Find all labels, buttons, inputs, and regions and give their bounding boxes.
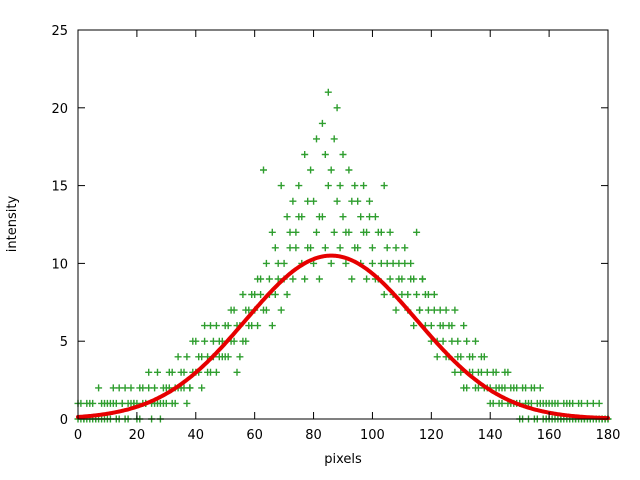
y-axis-ticks: 0 5 10 15 20 25 <box>51 24 608 428</box>
y-tick-label: 5 <box>60 335 68 350</box>
x-axis-ticks: 0 20 40 60 80 100 120 140 160 180 <box>74 30 621 443</box>
x-axis-label: pixels <box>324 452 362 467</box>
x-tick-label: 60 <box>246 428 263 443</box>
gaussian-fit-curve <box>76 253 610 421</box>
x-tick-label: 100 <box>360 428 385 443</box>
y-axis-label: intensity <box>5 196 20 253</box>
x-tick-label: 40 <box>188 428 205 443</box>
y-tick-label: 10 <box>51 257 68 272</box>
plot-layer: 0 20 40 60 80 100 120 140 160 180 0 5 10 15 20 25 <box>51 24 620 443</box>
y-tick-label: 0 <box>60 413 68 428</box>
y-tick-label: 25 <box>51 24 68 39</box>
y-tick-label: 20 <box>51 102 68 117</box>
x-tick-label: 80 <box>305 428 322 443</box>
plot-border <box>77 29 609 420</box>
x-tick-label: 0 <box>74 428 82 443</box>
x-tick-label: 140 <box>478 428 503 443</box>
x-tick-label: 20 <box>129 428 146 443</box>
x-tick-label: 120 <box>419 428 444 443</box>
x-tick-label: 160 <box>537 428 562 443</box>
y-tick-label: 15 <box>51 180 68 195</box>
x-tick-label: 180 <box>596 428 621 443</box>
